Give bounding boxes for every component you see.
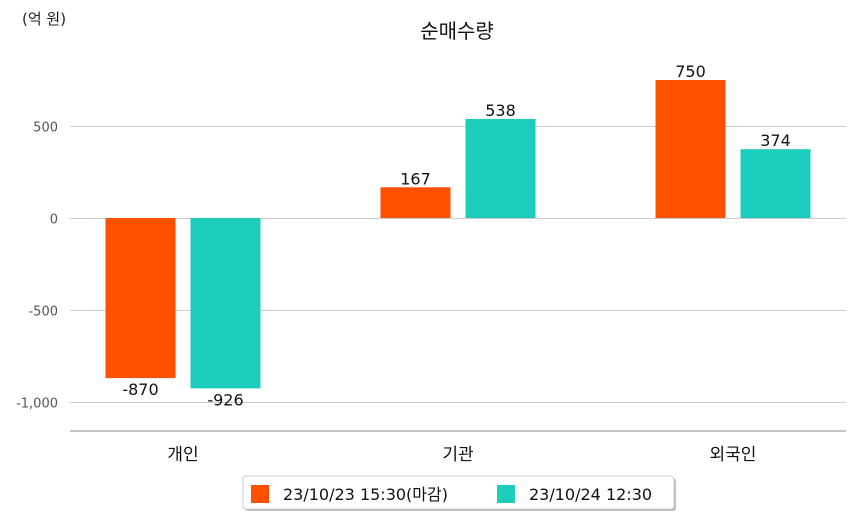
data-label: -870 [122,380,158,399]
x-axis-categories: 개인 기관 외국인 [167,445,756,465]
bar[interactable] [740,149,811,218]
bar[interactable] [465,119,536,218]
data-label: 167 [400,169,431,188]
legend-items: 23/10/23 15:30(마감) 23/10/24 12:30 [251,485,652,504]
y-tick-label: -1,000 [16,397,58,412]
data-label: 374 [760,131,791,150]
data-label: -926 [207,390,243,409]
x-tick-label: 개인 [167,445,198,465]
legend[interactable]: 23/10/23 15:30(마감) 23/10/24 12:30 [242,475,676,511]
legend-swatch [497,485,515,503]
y-axis-ticks: 500 0 -500 -1,000 [16,121,58,412]
bar[interactable] [105,218,176,379]
legend-swatch [251,485,269,503]
data-labels: -870 -926 167 538 750 374 [122,62,790,409]
gridlines [70,126,846,403]
x-tick-label: 외국인 [710,445,757,465]
y-tick-label: 0 [50,213,58,228]
bar[interactable] [655,80,726,218]
bar[interactable] [190,218,261,389]
data-label: 750 [675,62,706,81]
unit-label: (억 원) [22,10,66,28]
legend-label: 23/10/23 15:30(마감) [283,485,448,504]
chart-title: 순매수량 [420,19,494,43]
bars [105,80,811,389]
x-tick-label: 기관 [442,445,473,465]
y-tick-label: 500 [33,121,58,136]
bar[interactable] [380,187,451,218]
y-tick-label: -500 [28,305,58,320]
legend-label: 23/10/24 12:30 [529,485,652,504]
legend-box [242,475,675,510]
data-label: 538 [485,101,516,120]
